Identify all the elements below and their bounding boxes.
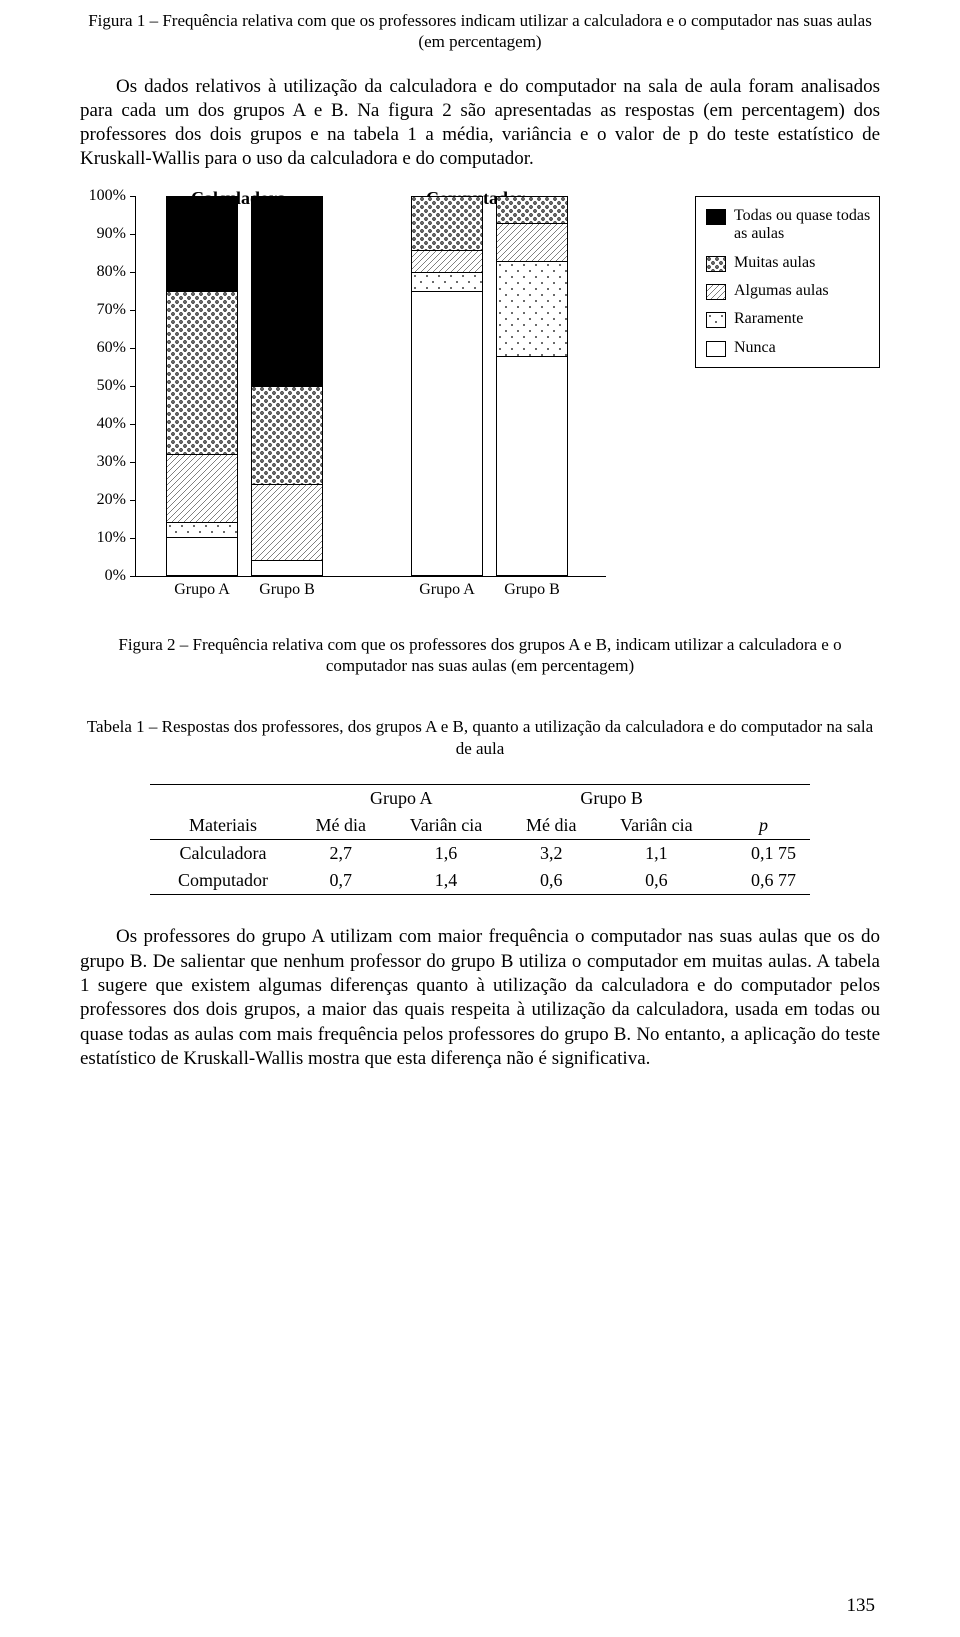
bar-segment — [412, 291, 482, 575]
bar-segment — [412, 197, 482, 250]
bar-segment — [167, 537, 237, 575]
th-media-b: Mé dia — [506, 812, 595, 840]
legend-item: Raramente — [706, 310, 871, 328]
th-var-b: Variân cia — [596, 812, 717, 840]
table-row: Computador 0,7 1,4 0,6 0,6 0,6 77 — [150, 867, 810, 895]
bar — [251, 196, 323, 576]
page-number: 135 — [847, 1595, 876, 1617]
legend-label: Todas ou quase todas as aulas — [734, 207, 871, 244]
bar-segment — [412, 272, 482, 291]
figure1-caption: Figura 1 – Frequência relativa com que o… — [80, 10, 880, 53]
bar-label: Grupo B — [487, 581, 577, 599]
y-axis-label: 90% — [97, 225, 126, 243]
th-media-a: Mé dia — [296, 812, 385, 840]
y-axis-label: 70% — [97, 301, 126, 319]
legend-item: Todas ou quase todas as aulas — [706, 207, 871, 244]
bar-segment — [412, 250, 482, 273]
bar-segment — [252, 386, 322, 484]
y-axis-label: 100% — [89, 187, 126, 205]
legend-swatch — [706, 256, 726, 272]
legend-swatch — [706, 209, 726, 225]
row1-av: 1,4 — [386, 867, 507, 895]
y-axis-label: 10% — [97, 529, 126, 547]
row1-name: Computador — [150, 867, 296, 895]
bar-segment — [497, 356, 567, 575]
figure2-chart: Calculadora Computador 0%10%20%30%40%50%… — [80, 196, 880, 626]
row0-p: 0,1 75 — [717, 840, 810, 867]
y-axis-label: 60% — [97, 339, 126, 357]
legend-swatch — [706, 341, 726, 357]
legend-label: Nunca — [734, 339, 776, 357]
th-materiais: Materiais — [189, 815, 257, 835]
paragraph-1: Os dados relativos à utilização da calcu… — [80, 75, 880, 172]
row1-bm: 0,6 — [506, 867, 595, 895]
row0-name: Calculadora — [150, 840, 296, 867]
bar-label: Grupo A — [157, 581, 247, 599]
row0-av: 1,6 — [386, 840, 507, 867]
legend-box: Todas ou quase todas as aulas Muitas aula… — [695, 196, 880, 368]
bar-segment — [252, 197, 322, 386]
bar-label: Grupo B — [242, 581, 332, 599]
bar — [496, 196, 568, 576]
y-axis-label: 50% — [97, 377, 126, 395]
y-axis-label: 80% — [97, 263, 126, 281]
table-row: Calculadora 2,7 1,6 3,2 1,1 0,1 75 — [150, 840, 810, 867]
bar-segment — [252, 484, 322, 560]
legend-item: Nunca — [706, 339, 871, 357]
th-grupoB: Grupo B — [506, 785, 716, 812]
bar-segment — [252, 560, 322, 575]
table1: Materiais Grupo A Grupo B Mé dia Variân … — [150, 784, 810, 895]
y-axis-label: 30% — [97, 453, 126, 471]
legend-item: Algumas aulas — [706, 282, 871, 300]
paragraph-2-text: Os professores do grupo A utilizam com m… — [80, 926, 880, 1069]
th-var-a: Variân cia — [386, 812, 507, 840]
paragraph-1-text: Os dados relativos à utilização da calcu… — [80, 76, 880, 170]
bar-segment — [167, 454, 237, 522]
y-axis-label: 40% — [97, 415, 126, 433]
legend-label: Algumas aulas — [734, 282, 829, 300]
legend-swatch — [706, 312, 726, 328]
bar-label: Grupo A — [402, 581, 492, 599]
th-p: p — [717, 812, 810, 840]
bar-segment — [497, 197, 567, 223]
paragraph-2: Os professores do grupo A utilizam com m… — [80, 925, 880, 1071]
row1-am: 0,7 — [296, 867, 385, 895]
figure2-caption: Figura 2 – Frequência relativa com que o… — [80, 634, 880, 677]
row1-p: 0,6 77 — [717, 867, 810, 895]
bar-segment — [167, 522, 237, 537]
legend-label: Raramente — [734, 310, 803, 328]
row0-bm: 3,2 — [506, 840, 595, 867]
table1-caption: Tabela 1 – Respostas dos professores, do… — [80, 716, 880, 760]
bar-segment — [167, 197, 237, 292]
bar — [166, 196, 238, 576]
bar — [411, 196, 483, 576]
legend-label: Muitas aulas — [734, 254, 815, 272]
legend: Todas ou quase todas as aulas Muitas aula… — [695, 196, 880, 368]
bar-segment — [497, 261, 567, 356]
y-axis-label: 0% — [105, 567, 126, 585]
legend-swatch — [706, 284, 726, 300]
row1-bv: 0,6 — [596, 867, 717, 895]
bar-segment — [167, 291, 237, 454]
row0-am: 2,7 — [296, 840, 385, 867]
row0-bv: 1,1 — [596, 840, 717, 867]
legend-item: Muitas aulas — [706, 254, 871, 272]
bar-segment — [497, 223, 567, 261]
plot-area: Calculadora Computador 0%10%20%30%40%50%… — [135, 196, 606, 577]
y-axis-label: 20% — [97, 491, 126, 509]
th-grupoA: Grupo A — [296, 785, 506, 812]
